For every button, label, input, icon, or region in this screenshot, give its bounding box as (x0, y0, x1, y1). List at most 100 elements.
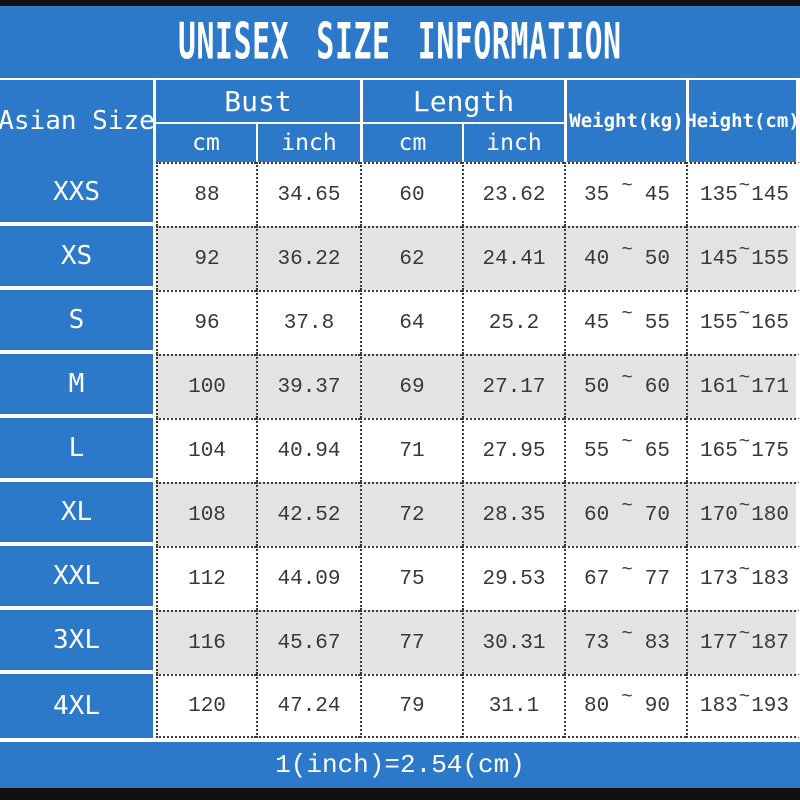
tilde-icon: ~ (738, 559, 751, 581)
height-min: 145 (700, 247, 738, 271)
height-max: 187 (751, 631, 789, 655)
height-min: 173 (700, 567, 738, 591)
table-row: M 100 39.37 69 27.17 50 ~ 60 161 ~ 171 (0, 354, 800, 418)
length-cm-value: 72 (360, 482, 462, 546)
table-row: XXS 88 34.65 60 23.62 35 ~ 45 135 ~ 145 (0, 162, 800, 226)
weight-min: 40 (584, 247, 610, 271)
weight-max: 60 (644, 375, 670, 399)
length-inch-value: 25.2 (462, 290, 564, 354)
header-length-inch: inch (462, 124, 564, 162)
page-title: UNISEX SIZE INFORMATION (178, 12, 622, 72)
top-black-bar (0, 0, 800, 6)
size-label: L (0, 418, 156, 482)
length-cm-value: 71 (360, 418, 462, 482)
table-row: 4XL 120 47.24 79 31.1 80 ~ 90 183 ~ 193 (0, 674, 800, 738)
tilde-icon: ~ (621, 495, 633, 517)
weight-min: 73 (584, 631, 610, 655)
height-max: 145 (751, 183, 789, 207)
header-length-cm: cm (360, 124, 462, 162)
tilde-icon: ~ (738, 367, 751, 389)
conversion-note: 1(inch)=2.54(cm) (275, 750, 525, 780)
tilde-icon: ~ (621, 303, 633, 325)
height-max: 165 (751, 311, 789, 335)
size-label: XS (0, 226, 156, 290)
bust-inch-value: 34.65 (256, 162, 360, 226)
weight-max: 83 (644, 631, 670, 655)
bust-cm-value: 100 (156, 354, 256, 418)
weight-max: 65 (644, 439, 670, 463)
bust-inch-value: 37.8 (256, 290, 360, 354)
size-label: S (0, 290, 156, 354)
weight-min: 50 (584, 375, 610, 399)
bust-cm-value: 104 (156, 418, 256, 482)
tilde-icon: ~ (621, 367, 633, 389)
table-header: Asian Size Bust Length cm inch cm inch W… (0, 80, 800, 162)
tilde-icon: ~ (621, 431, 633, 453)
tilde-icon: ~ (738, 431, 751, 453)
title-bar: UNISEX SIZE INFORMATION (0, 6, 800, 80)
weight-range: 80 ~ 90 (564, 674, 686, 738)
table-row: XL 108 42.52 72 28.35 60 ~ 70 170 ~ 180 (0, 482, 800, 546)
length-cm-value: 62 (360, 226, 462, 290)
height-range: 177 ~ 187 (686, 610, 800, 674)
bust-inch-value: 45.67 (256, 610, 360, 674)
table-row: S 96 37.8 64 25.2 45 ~ 55 155 ~ 165 (0, 290, 800, 354)
height-range: 161 ~ 171 (686, 354, 800, 418)
tilde-icon: ~ (621, 239, 633, 261)
weight-max: 45 (644, 183, 670, 207)
tilde-icon: ~ (621, 175, 633, 197)
weight-range: 35 ~ 45 (564, 162, 686, 226)
size-label: XXL (0, 546, 156, 610)
bust-cm-value: 120 (156, 674, 256, 738)
bust-inch-value: 42.52 (256, 482, 360, 546)
tilde-icon: ~ (738, 239, 751, 261)
size-label: M (0, 354, 156, 418)
bottom-black-bar (0, 788, 800, 800)
height-range: 165 ~ 175 (686, 418, 800, 482)
height-range: 155 ~ 165 (686, 290, 800, 354)
weight-range: 45 ~ 55 (564, 290, 686, 354)
height-min: 165 (700, 439, 738, 463)
bust-cm-value: 92 (156, 226, 256, 290)
tilde-icon: ~ (621, 623, 633, 645)
height-max: 171 (751, 375, 789, 399)
tilde-icon: ~ (621, 686, 633, 708)
bust-cm-value: 116 (156, 610, 256, 674)
length-cm-value: 79 (360, 674, 462, 738)
weight-max: 70 (644, 503, 670, 527)
size-label: 3XL (0, 610, 156, 674)
height-max: 180 (751, 503, 789, 527)
height-max: 155 (751, 247, 789, 271)
weight-min: 80 (584, 694, 610, 718)
bust-cm-value: 112 (156, 546, 256, 610)
size-label: 4XL (0, 674, 156, 738)
bust-cm-value: 88 (156, 162, 256, 226)
length-cm-value: 75 (360, 546, 462, 610)
length-cm-value: 60 (360, 162, 462, 226)
header-height: Height(cm) (686, 80, 800, 162)
tilde-icon: ~ (738, 686, 751, 708)
weight-range: 40 ~ 50 (564, 226, 686, 290)
length-inch-value: 28.35 (462, 482, 564, 546)
height-min: 170 (700, 503, 738, 527)
height-range: 145 ~ 155 (686, 226, 800, 290)
weight-range: 67 ~ 77 (564, 546, 686, 610)
weight-min: 35 (584, 183, 610, 207)
bust-cm-value: 96 (156, 290, 256, 354)
length-inch-value: 29.53 (462, 546, 564, 610)
height-range: 173 ~ 183 (686, 546, 800, 610)
header-length: Length (360, 80, 564, 124)
header-bust-inch: inch (256, 124, 360, 162)
height-min: 161 (700, 375, 738, 399)
table-row: L 104 40.94 71 27.95 55 ~ 65 165 ~ 175 (0, 418, 800, 482)
header-bust-cm: cm (192, 130, 220, 156)
table-row: XS 92 36.22 62 24.41 40 ~ 50 145 ~ 155 (0, 226, 800, 290)
tilde-icon: ~ (738, 623, 751, 645)
weight-range: 50 ~ 60 (564, 354, 686, 418)
height-min: 155 (700, 311, 738, 335)
length-inch-value: 24.41 (462, 226, 564, 290)
table-body: XXS 88 34.65 60 23.62 35 ~ 45 135 ~ 145 … (0, 162, 800, 738)
tilde-icon: ~ (738, 303, 751, 325)
table-row: 3XL 116 45.67 77 30.31 73 ~ 83 177 ~ 187 (0, 610, 800, 674)
